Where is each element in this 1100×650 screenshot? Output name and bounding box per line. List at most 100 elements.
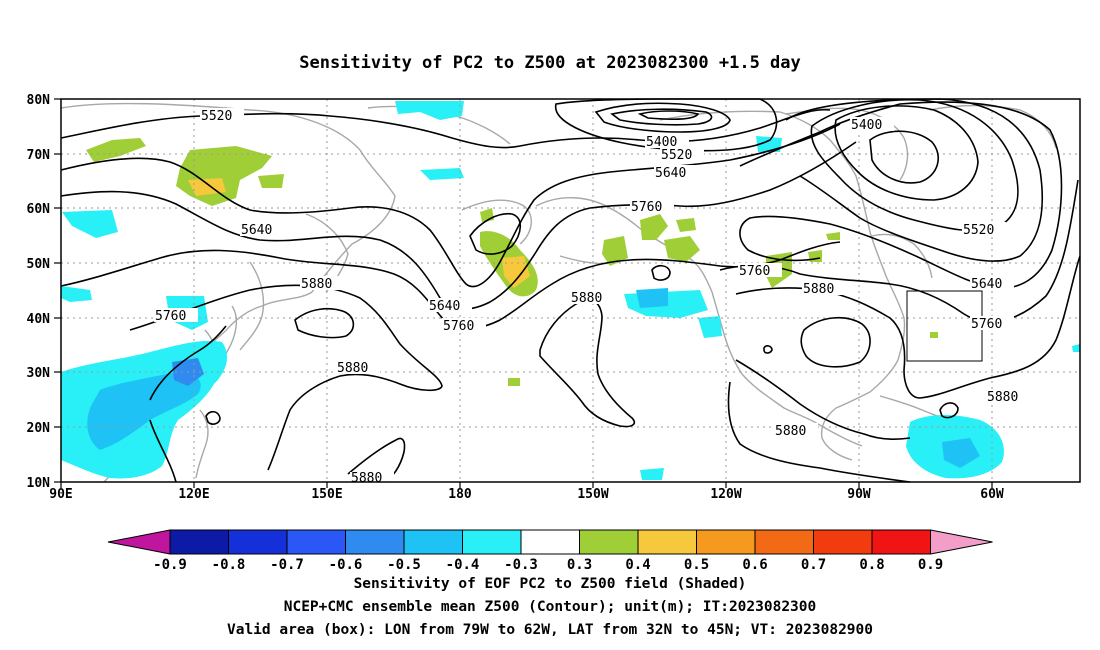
colorbar-min-arrow (107, 529, 171, 555)
coastline-gulf (820, 359, 899, 461)
contour-label-5640-mid: 5640 (429, 299, 460, 314)
contour-5400-east (834, 105, 979, 201)
lat-label-60n: 60N (27, 202, 51, 217)
shade-pos-dateline-core (502, 256, 530, 288)
contour-small-atlantic (939, 402, 959, 419)
contour-label-5880-east2: 5880 (987, 390, 1018, 405)
contour-label-5520-west: 5520 (201, 109, 232, 124)
contour-small-china (205, 410, 221, 425)
contour-label-5880-mid: 5880 (571, 291, 602, 306)
colorbar-tick-label: 0.9 (918, 557, 943, 573)
graticule (61, 99, 1080, 482)
contour-5760-east (719, 179, 1079, 323)
contour-label-5400-east: 5400 (851, 118, 882, 133)
colorbar-box (754, 529, 814, 555)
lat-label-20n: 20N (27, 421, 51, 436)
contour-label-5640-east: 5640 (971, 277, 1002, 292)
lat-label-40n: 40N (27, 312, 51, 327)
shade-neg-canada-arctic (756, 136, 782, 152)
colorbar-tick-label: -0.6 (329, 557, 363, 573)
contour-label-5880-subtrop: 5880 (337, 361, 368, 376)
contour-5640-east (739, 101, 1063, 289)
contour-labels: 5520 5400 5400 5520 5640 5760 5640 5880 … (154, 108, 1030, 486)
colorbar-tick-label: -0.3 (504, 557, 538, 573)
shade-neg-east-asia-mid (87, 371, 201, 450)
colorbar-box (286, 529, 346, 555)
contour-5880-gulf (735, 359, 911, 440)
contour-5880-west (129, 284, 443, 471)
map-frame (60, 98, 1081, 483)
shade-neg-pacific-40n-core (636, 288, 668, 308)
coastline-canada-east (659, 110, 906, 361)
coastline-sakhalin (239, 261, 265, 351)
coastline-philippines (195, 409, 209, 479)
captions: Sensitivity of EOF PC2 to Z500 field (Sh… (227, 576, 873, 638)
shade-pos-alaska-small (676, 218, 696, 232)
lon-label-90w: 90W (847, 487, 871, 502)
colorbar-tick-label: 0.8 (859, 557, 884, 573)
contour-label-5400-north: 5400 (646, 135, 677, 150)
shade-neg-bering (420, 168, 464, 180)
shade-neg-west-60n (62, 210, 118, 238)
contour-5880-gulf-south (727, 381, 911, 483)
contour-5880-pacific-high (294, 307, 355, 339)
map-title: Sensitivity of PC2 to Z500 at 2023082300… (299, 53, 801, 73)
colorbar-box (345, 529, 405, 555)
coastline-chukotka (461, 199, 532, 245)
lon-label-150e: 150E (311, 487, 342, 502)
contour-label-5880-south: 5880 (351, 471, 382, 486)
colorbar-tick-label: -0.7 (270, 557, 304, 573)
caption-valid-area: Valid area (box): LON from 79W to 62W, L… (227, 622, 873, 638)
latitude-axis: 80N 70N 60N 50N 40N 30N 20N 10N (27, 93, 51, 491)
caption-shading: Sensitivity of EOF PC2 to Z500 field (Sh… (354, 576, 747, 592)
colorbar-tick-label: 0.7 (801, 557, 826, 573)
shade-neg-atlantic (1072, 344, 1080, 352)
coastline-hudson (871, 233, 933, 279)
contour-label-5880-west: 5880 (301, 277, 332, 292)
lat-label-50n: 50N (27, 257, 51, 272)
colorbar-tick-label: -0.8 (212, 557, 246, 573)
coastline-north-america-west (535, 197, 863, 447)
contour-label-5520-north: 5520 (661, 148, 692, 163)
longitude-axis: 90E 120E 150E 180 150W 120W 90W 60W (49, 487, 1004, 502)
contour-small-pacific (651, 264, 671, 281)
shade-neg-arctic (395, 101, 464, 120)
lon-label-120e: 120E (178, 487, 209, 502)
contour-label-5760-north: 5760 (631, 200, 662, 215)
contour-label-5760-mid: 5760 (443, 319, 474, 334)
shade-neg-caribbean-core (942, 438, 980, 468)
lat-label-70n: 70N (27, 148, 51, 163)
colorbar-box (169, 529, 229, 555)
contour-label-5520-east: 5520 (963, 223, 994, 238)
contour-label-5640-north: 5640 (655, 166, 686, 181)
colorbar-tick-label: 0.3 (567, 557, 592, 573)
shade-pos-kamchatka-north (258, 174, 284, 188)
colorbar-labels: -0.9 -0.8 -0.7 -0.6 -0.5 -0.4 -0.3 0.3 0.4 0.5 0.6… (153, 557, 943, 573)
colorbar-box (520, 529, 580, 555)
contour-5400-north (594, 102, 731, 133)
lat-label-30n: 30N (27, 366, 51, 381)
colorbar-max-arrow (930, 529, 993, 555)
lon-label-120w: 120W (710, 487, 741, 502)
lat-label-80n: 80N (27, 93, 51, 108)
shade-pos-pacific-30n (508, 378, 520, 386)
shade-pos-pacific-50n (602, 236, 628, 266)
lon-label-90e: 90E (49, 487, 72, 502)
shade-neg-west-45n (61, 286, 92, 302)
contour-label-5760-west: 5760 (155, 309, 186, 324)
colorbar-tick-label: 0.4 (625, 557, 650, 573)
colorbar-tick-label: 0.5 (684, 557, 709, 573)
axis-ticks (54, 98, 993, 488)
lon-label-60w: 60W (980, 487, 1004, 502)
shade-neg-pacific-10n (640, 468, 664, 480)
shade-pos-east-us (930, 332, 938, 338)
contour-5340-north (610, 108, 713, 126)
shade-pos-canada (826, 232, 840, 240)
colorbar-box (696, 529, 756, 555)
shading-negative (61, 101, 1080, 480)
colorbar-box (462, 529, 522, 555)
shade-neg-baja (698, 316, 722, 338)
lon-label-180: 180 (448, 487, 472, 502)
contour-5760-north (60, 141, 857, 310)
